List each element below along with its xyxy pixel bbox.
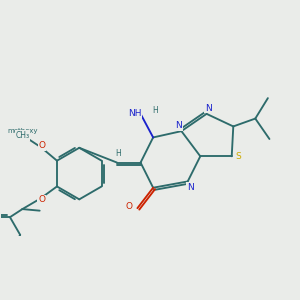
Text: N: N	[176, 121, 182, 130]
Text: S: S	[235, 152, 241, 161]
Text: CH₃: CH₃	[15, 131, 29, 140]
Text: NH: NH	[128, 110, 142, 118]
Text: H: H	[116, 149, 122, 158]
Text: N: N	[187, 183, 194, 192]
Text: O: O	[38, 196, 45, 205]
Text: O: O	[39, 141, 46, 150]
Text: methoxy: methoxy	[8, 128, 38, 134]
Text: N: N	[205, 104, 211, 113]
Text: H: H	[152, 106, 158, 115]
Text: O: O	[125, 202, 132, 211]
